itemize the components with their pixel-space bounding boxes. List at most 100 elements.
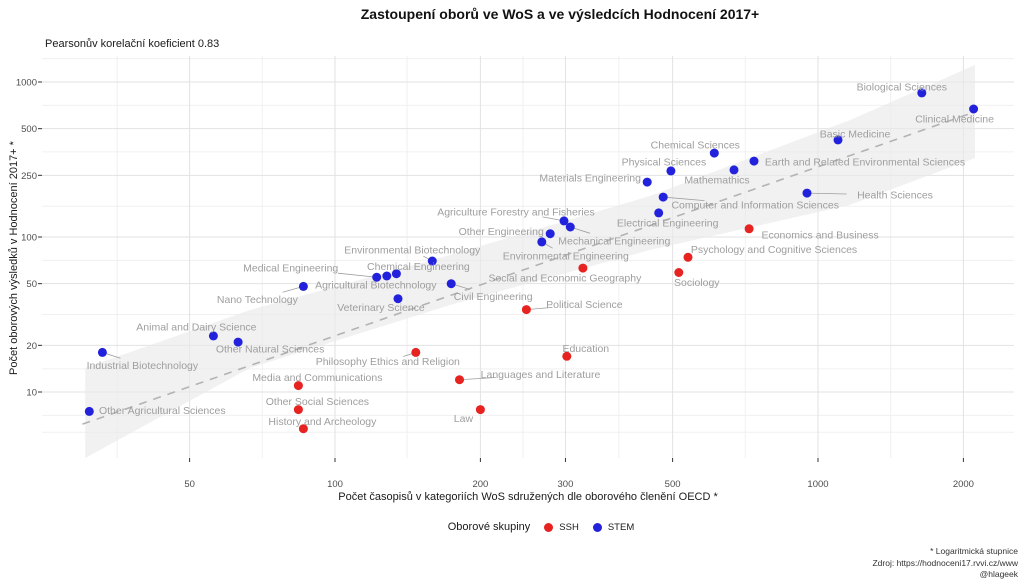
source-text: Zdroj: https://hodnoceni17.rvvi.cz/www <box>872 557 1018 568</box>
data-point <box>293 381 303 391</box>
data-point <box>475 405 485 415</box>
point-label: Industrial Biotechnology <box>87 360 199 372</box>
point-label: Physical Sciences <box>622 156 707 168</box>
legend-label-ssh: SSH <box>559 521 579 533</box>
y-tick-label: 500 <box>21 124 37 135</box>
point-label: Languages and Literature <box>481 369 601 381</box>
data-point <box>674 268 684 277</box>
point-label: Chemical Engineering <box>367 261 470 273</box>
point-label: Agriculture Forestry and Fisheries <box>437 206 595 218</box>
data-point <box>411 347 421 357</box>
point-label: Other Social Sciences <box>266 396 369 408</box>
data-point <box>446 279 456 289</box>
y-tick-label: 100 <box>21 233 37 244</box>
trend-line <box>82 111 976 425</box>
y-axis-title: Počet oborových výsledků v Hodnocení 201… <box>8 141 20 375</box>
point-label: Sociology <box>674 277 720 289</box>
data-point <box>391 269 401 279</box>
data-point <box>642 177 652 187</box>
y-tick-label: 20 <box>26 341 37 352</box>
x-tick-label: 1000 <box>807 479 828 490</box>
label-connector <box>459 377 496 381</box>
point-label: Other Engineering <box>459 226 544 238</box>
point-label: Law <box>454 413 474 425</box>
point-label: Electrical Engineering <box>617 217 719 229</box>
point-label: Mechanical Engineering <box>558 236 670 248</box>
log-scale-footnote: * Logaritmická stupnice <box>930 546 1018 556</box>
point-label: Mathemathics <box>684 174 749 186</box>
point-label: Basic Medicine <box>820 128 891 140</box>
data-point <box>578 263 588 273</box>
point-label: Biological Sciences <box>857 81 947 93</box>
legend: Oborové skupiny SSH STEM <box>58 521 1024 533</box>
data-point <box>709 148 719 158</box>
data-point <box>833 135 843 145</box>
point-label: Economics and Business <box>761 229 878 241</box>
data-point <box>393 294 403 304</box>
point-label: Chemical Sciences <box>651 140 740 152</box>
point-label: Political Science <box>546 299 623 311</box>
point-label: Computer and Information Sciences <box>671 200 839 212</box>
data-point <box>749 156 759 166</box>
point-label: Agricultural Biotechnology <box>315 280 437 292</box>
label-connector <box>337 272 377 278</box>
point-label: Civil Engineering <box>454 291 533 303</box>
data-point <box>545 229 555 239</box>
label-connector <box>807 192 847 195</box>
y-tick-label: 50 <box>26 279 37 290</box>
point-label: Materials Engineering <box>539 173 641 185</box>
point-label: Veterinary Science <box>337 302 425 314</box>
data-point <box>683 252 693 262</box>
data-point <box>372 272 382 282</box>
point-label: Clinical Medicine <box>915 114 994 126</box>
legend-item-ssh: SSH <box>544 522 579 533</box>
data-point <box>729 165 739 175</box>
point-label: Philosophy Ethics and Religion <box>316 356 460 368</box>
data-point <box>293 405 303 415</box>
data-point <box>298 281 308 291</box>
x-tick-label: 100 <box>327 479 343 490</box>
point-label: Education <box>562 343 609 355</box>
data-point <box>298 424 308 434</box>
point-label: Other Natural Sciences <box>216 344 325 356</box>
data-point <box>455 375 464 385</box>
y-tick-label: 1000 <box>16 78 37 89</box>
point-label: Nano Technology <box>217 294 299 306</box>
author-handle: @hlageek <box>979 569 1018 579</box>
ssh-dot-icon <box>544 522 554 532</box>
point-label: Earth and Related Environmental Sciences <box>765 157 965 169</box>
label-connector <box>663 196 705 202</box>
data-point <box>654 208 664 218</box>
x-tick-label: 200 <box>472 479 488 490</box>
data-point <box>382 271 392 281</box>
x-tick-label: 300 <box>558 479 574 490</box>
data-point <box>559 216 569 226</box>
point-label: Psychology and Cognitive Sciences <box>691 244 857 256</box>
page-title: Zastoupení oborů ve WoS a ve výsledcích … <box>360 6 760 22</box>
point-label: Environmental Engineering <box>503 250 629 262</box>
data-point <box>802 188 812 198</box>
data-point <box>84 406 94 416</box>
y-tick-label: 10 <box>26 388 37 399</box>
data-point <box>565 222 575 232</box>
x-axis-title: Počet časopisů v kategoriích WoS sdružen… <box>338 491 718 503</box>
point-label: Animal and Dairy Science <box>136 321 256 333</box>
footer: * Logaritmická stupnice Zdroj: https://h… <box>872 546 1018 581</box>
x-tick-label: 50 <box>184 479 195 490</box>
point-label: Social and Economic Geography <box>488 273 642 285</box>
point-label: Health Sciences <box>857 190 933 202</box>
x-tick-label: 500 <box>665 479 681 490</box>
y-tick-label: 250 <box>21 171 37 182</box>
data-point <box>562 351 572 361</box>
x-tick-label: 2000 <box>953 479 974 490</box>
data-point <box>969 104 979 114</box>
data-point <box>233 337 243 347</box>
point-label: Other Agricultural Sciences <box>99 405 226 417</box>
legend-title: Oborové skupiny <box>447 521 531 533</box>
correlation-subtitle: Pearsonův korelační koeficient 0.83 <box>45 38 220 50</box>
point-label: Medical Engineering <box>243 263 338 275</box>
point-label: Environmental Biotechnology <box>344 245 481 257</box>
data-point <box>208 331 218 341</box>
